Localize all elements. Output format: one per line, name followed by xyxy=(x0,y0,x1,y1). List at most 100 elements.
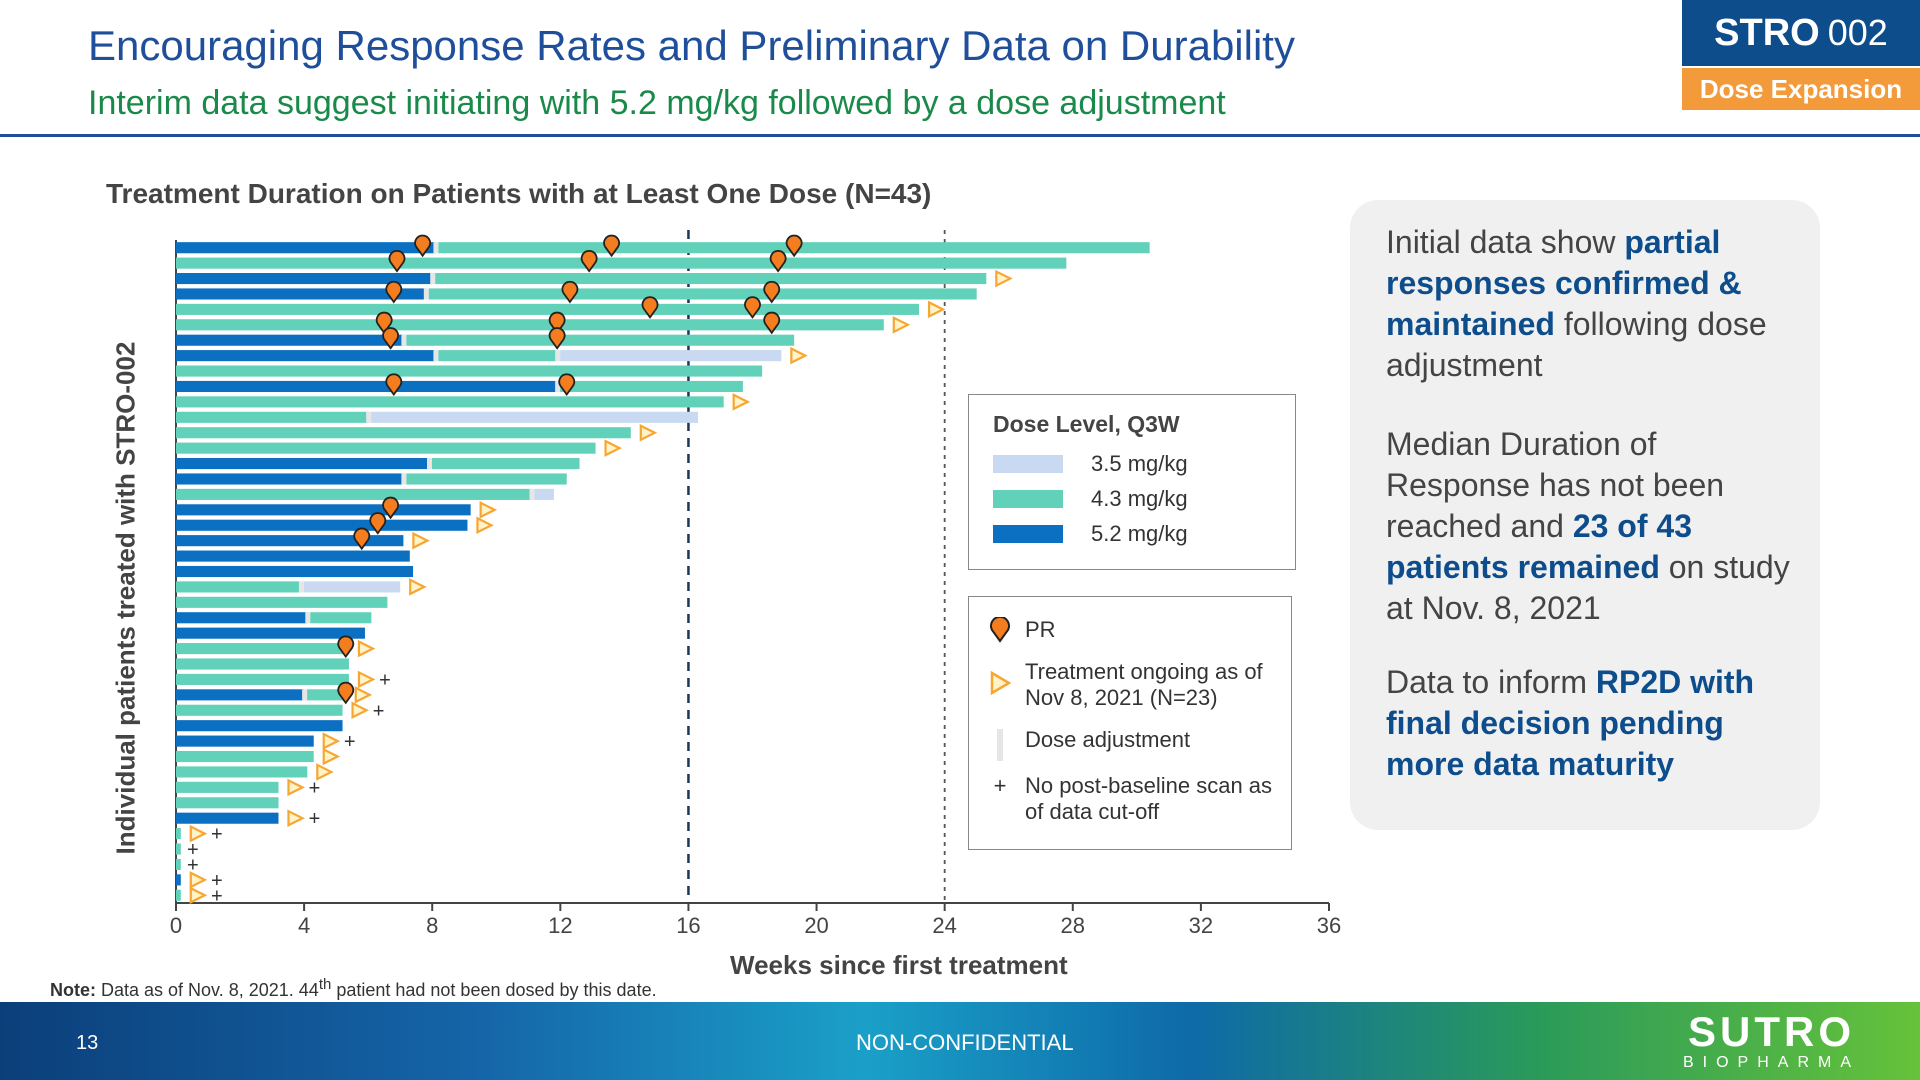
takeaway-3: Data to inform RP2D with final decision … xyxy=(1386,662,1806,785)
bar-segment-4-3 xyxy=(176,427,631,439)
pr-marker xyxy=(558,373,576,397)
bar-segment-5-2 xyxy=(176,565,414,578)
x-tick-label: 8 xyxy=(426,913,438,938)
ongoing-triangle xyxy=(351,701,370,720)
program-badge: STRO 002 xyxy=(1682,0,1920,66)
dose-adjustment-mark xyxy=(298,581,304,593)
bar-segment-4-3 xyxy=(176,396,724,408)
legend-item-3-5: 3.5 mg/kg xyxy=(993,451,1188,477)
bar-segment-4-3 xyxy=(310,612,372,624)
x-tick-label: 4 xyxy=(298,913,310,938)
ongoing-triangle xyxy=(357,639,376,658)
x-tick-label: 36 xyxy=(1317,913,1341,938)
dose-adjustment-mark xyxy=(433,242,439,254)
pr-marker xyxy=(744,296,761,319)
pr-marker-icon xyxy=(987,617,1013,643)
bar-segment-4-3 xyxy=(176,303,920,315)
bar-segment-3-5 xyxy=(303,581,401,593)
x-tick-label: 16 xyxy=(676,913,700,938)
badge-program-name: STRO xyxy=(1714,11,1820,54)
ongoing-triangle xyxy=(287,809,305,827)
ongoing-triangle xyxy=(892,316,911,334)
pr-marker xyxy=(337,635,355,659)
legend-no-scan-label: No post-baseline scan as of data cut-off xyxy=(1025,773,1273,824)
takeaway-1-text-a: Initial data show xyxy=(1386,224,1625,260)
bar-segment-4-3 xyxy=(560,380,743,393)
pr-marker xyxy=(382,496,399,520)
logo-subtext: BIOPHARMA xyxy=(1682,1054,1860,1071)
bar-segment-4-3 xyxy=(438,350,558,362)
dose-adjustment-mark xyxy=(427,458,433,470)
plus-icon: + xyxy=(993,773,1007,798)
pr-marker xyxy=(763,280,781,304)
page-number: 13 xyxy=(76,1032,99,1054)
ongoing-triangle xyxy=(790,346,808,365)
bar-segment-4-3 xyxy=(176,781,279,793)
bar-segment-5-2 xyxy=(176,458,430,470)
takeaway-2-text-c: on study at Nov. 8, 2021 xyxy=(1386,549,1790,626)
page-title: Encouraging Response Rates and Prelimina… xyxy=(88,22,1295,69)
pr-marker xyxy=(763,311,781,335)
pr-marker xyxy=(769,249,787,273)
ongoing-triangle xyxy=(189,824,208,843)
footnote-superscript: th xyxy=(318,976,332,993)
bar-segment-5-2 xyxy=(176,550,410,562)
dose-adjustment-mark xyxy=(430,272,436,285)
no-scan-plus: + xyxy=(309,808,321,830)
bar-segment-4-3 xyxy=(176,411,369,423)
pr-marker xyxy=(375,311,393,335)
ongoing-triangle xyxy=(995,269,1013,288)
legend-pr: PR xyxy=(987,617,1275,643)
dose-adjustment-mark xyxy=(529,488,535,500)
pr-marker xyxy=(548,327,566,350)
pr-marker xyxy=(414,234,431,258)
legend-dose-adjustment: Dose adjustment xyxy=(987,727,1275,761)
pr-marker xyxy=(561,280,579,304)
bar-segment-4-3 xyxy=(176,581,301,593)
legend-ongoing: Treatment ongoing as of Nov 8, 2021 (N=2… xyxy=(987,659,1275,711)
dose-adjustment-mark xyxy=(433,350,439,362)
takeaway-1-highlight: partial responses confirmed & maintained xyxy=(1386,224,1742,342)
symbol-legend: PR Treatment ongoing as of Nov 8, 2021 (… xyxy=(968,596,1292,850)
takeaway-2: Median Duration of Response has not been… xyxy=(1386,424,1806,629)
legend-no-scan: + No post-baseline scan as of data cut-o… xyxy=(987,773,1275,825)
bar-segment-4-3 xyxy=(176,643,349,655)
company-logo: SUTRO BIOPHARMA xyxy=(1683,1010,1860,1072)
pr-marker xyxy=(388,249,406,273)
legend-dose-adjustment-label: Dose adjustment xyxy=(1025,727,1191,752)
bar-segment-5-2 xyxy=(176,504,471,516)
pr-marker xyxy=(785,234,803,258)
dose-expansion-badge: Dose Expansion xyxy=(1682,68,1920,110)
bar-segment-5-2 xyxy=(176,519,468,531)
bar-segment-4-3 xyxy=(176,442,596,454)
ongoing-triangle xyxy=(322,732,341,750)
no-scan-plus: + xyxy=(373,700,385,722)
ongoing-triangle xyxy=(189,886,208,905)
ongoing-triangle xyxy=(409,578,427,596)
dose-adjustment-mark xyxy=(423,288,429,300)
bar-segment-4-3 xyxy=(307,689,346,701)
ongoing-triangle xyxy=(479,501,498,519)
footnote-text: Data as of Nov. 8, 2021. 44 xyxy=(96,980,319,1000)
ongoing-triangle xyxy=(732,393,751,411)
pr-marker xyxy=(548,311,566,335)
bar-segment-4-3 xyxy=(176,488,532,500)
ongoing-triangle xyxy=(639,423,658,442)
title-divider xyxy=(0,134,1920,137)
ongoing-triangle xyxy=(604,439,623,457)
bar-segment-5-2 xyxy=(176,380,558,393)
takeaway-3-highlight: RP2D with final decision pending more da… xyxy=(1386,664,1755,782)
bar-segment-4-3 xyxy=(432,458,580,470)
pr-marker xyxy=(641,296,659,319)
takeaway-3-text-a: Data to inform xyxy=(1386,664,1596,700)
bar-segment-4-3 xyxy=(176,365,763,377)
swimmer-chart: 0 4 8 12 16 20 24 28 32 36++++++++++ xyxy=(170,230,1341,938)
dose-legend-title: Dose Level, Q3W xyxy=(993,411,1180,437)
bar-segment-3-5 xyxy=(371,411,699,423)
bar-segment-5-2 xyxy=(176,612,308,624)
ongoing-triangle xyxy=(322,747,341,766)
no-scan-plus: + xyxy=(379,669,391,691)
footnote-text-end: patient had not been dosed by this date. xyxy=(331,980,657,1000)
pr-marker xyxy=(385,280,403,304)
legend-item-5-2: 5.2 mg/kg xyxy=(993,521,1188,547)
